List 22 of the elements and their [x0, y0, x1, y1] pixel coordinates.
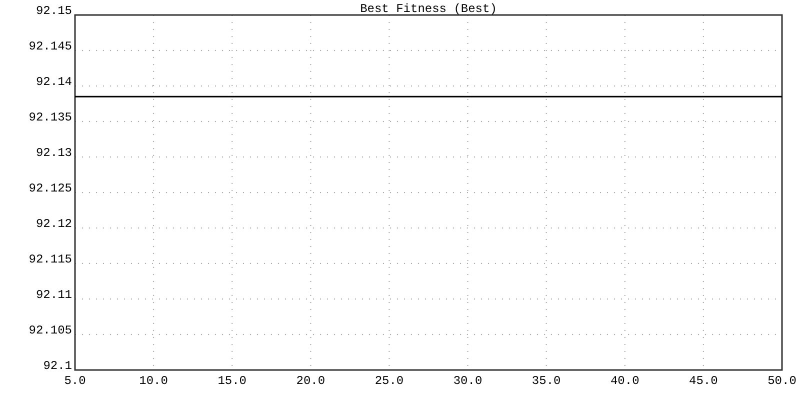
x-tick-label: 20.0: [296, 374, 326, 388]
chart-title: Best Fitness (Best): [360, 2, 497, 16]
x-tick-label: 45.0: [689, 374, 718, 388]
y-tick-label: 92.105: [28, 324, 72, 338]
y-tick-label: 92.145: [28, 40, 72, 54]
y-tick-label: 92.115: [28, 252, 72, 266]
x-tick-label: 30.0: [453, 374, 482, 388]
y-tick-label: 92.1: [43, 359, 72, 373]
y-tick-label: 92.15: [36, 4, 72, 18]
x-tick-label: 25.0: [374, 374, 404, 388]
y-tick-label: 92.11: [36, 288, 72, 302]
x-tick-label: 5.0: [64, 374, 86, 388]
y-tick-label: 92.13: [36, 146, 72, 160]
x-tick-label: 50.0: [768, 374, 796, 388]
x-tick-label: 40.0: [610, 374, 640, 388]
y-tick-label: 92.125: [28, 182, 72, 196]
x-tick-label: 35.0: [532, 374, 561, 388]
y-tick-label: 92.12: [36, 217, 72, 231]
x-tick-label: 15.0: [218, 374, 247, 388]
y-tick-label: 92.135: [28, 110, 72, 124]
y-tick-label: 92.14: [36, 75, 72, 89]
x-tick-label: 10.0: [139, 374, 168, 388]
